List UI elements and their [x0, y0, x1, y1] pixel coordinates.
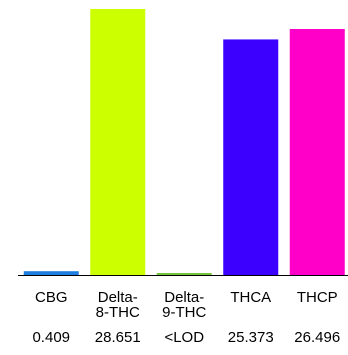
- category-label-3: THCA: [230, 289, 271, 306]
- bar-2: [156, 273, 212, 275]
- value-labels: 0.409 28.651 <LOD 25.373 26.496: [32, 329, 340, 346]
- bar-1: [90, 9, 146, 275]
- value-label-1: 28.651: [95, 329, 141, 346]
- category-labels: CBG Delta-8-THC Delta-9-THC THCA THCP: [35, 289, 338, 321]
- value-label-3: 25.373: [228, 329, 274, 346]
- bar-4: [289, 29, 345, 276]
- category-label-2: Delta-9-THC: [162, 289, 206, 321]
- category-label-1: Delta-8-THC: [96, 289, 140, 321]
- category-label-4: THCP: [297, 289, 338, 306]
- category-label-0: CBG: [35, 289, 68, 306]
- bar-3: [223, 39, 279, 276]
- bars-group: [23, 9, 345, 276]
- bar-0: [23, 271, 79, 275]
- value-label-2: <LOD: [164, 329, 204, 346]
- value-label-0: 0.409: [32, 329, 70, 346]
- value-label-4: 26.496: [294, 329, 340, 346]
